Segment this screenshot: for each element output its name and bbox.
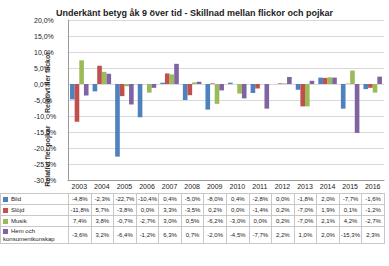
html-text:-1,6%: -1,6% (365, 196, 381, 202)
svg-text:-15,0%: -15,0% (34, 129, 56, 136)
html-text:2,2%: 2,2% (276, 232, 290, 238)
html-text:2,0%: 2,0% (321, 196, 335, 202)
html-text:1,9%: 1,9% (321, 207, 335, 213)
svg-text:2015: 2015 (342, 183, 358, 190)
html-text:2,0%: 2,0% (321, 232, 335, 238)
html-text:2,3%: 2,3% (366, 232, 380, 238)
svg-text:2012: 2012 (275, 183, 291, 190)
svg-text:15,0%: 15,0% (34, 33, 54, 40)
html-text:3,2%: 3,2% (95, 232, 110, 238)
html-text:-0,7%: -0,7% (117, 218, 133, 224)
svg-text:2014: 2014 (320, 183, 336, 190)
svg-text:2013: 2013 (297, 183, 313, 190)
html-text:0,0%: 0,0% (253, 218, 268, 224)
svg-text:-20,0%: -20,0% (34, 145, 56, 152)
html-text:-10,4%: -10,4% (138, 196, 157, 202)
html-text:-4,5%: -4,5% (229, 232, 246, 238)
svg-text:2004: 2004 (94, 183, 110, 190)
svg-text:0,0%: 0,0% (34, 81, 50, 88)
svg-text:2006: 2006 (139, 183, 155, 190)
html-text:-7,7%: -7,7% (252, 232, 269, 238)
html-text:7,4%: 7,4% (72, 218, 87, 224)
html-text:-1,8%: -1,8% (297, 196, 314, 202)
svg-text:20,0%: 20,0% (34, 17, 54, 24)
html-text:5,7%: 5,7% (95, 207, 110, 213)
html-text:3,8%: 3,8% (95, 218, 110, 224)
html-text:Slöjd: Slöjd (11, 207, 25, 213)
svg-text:5,0%: 5,0% (34, 65, 50, 72)
html-text:0,0%: 0,0% (230, 207, 245, 213)
html-text:0,2%: 0,2% (276, 207, 290, 213)
svg-text:-25,0%: -25,0% (34, 161, 56, 168)
html-text:-1,2%: -1,2% (139, 232, 156, 238)
svg-text:Relativt fler flickor: Relativt fler flickor (44, 52, 51, 114)
html-text:-3,6%: -3,6% (71, 232, 88, 238)
html-text:-7,7%: -7,7% (342, 196, 359, 202)
html-text:6,3%: 6,3% (163, 232, 177, 238)
html-text:-3,8%: -3,8% (117, 207, 133, 213)
html-text:-5,0%: -5,0% (184, 196, 201, 202)
svg-text:2010: 2010 (229, 183, 245, 190)
svg-text:2016: 2016 (365, 183, 381, 190)
html-text:Hem och konsumentkunskap: Hem och konsumentkunskap (3, 228, 55, 242)
html-text:0,0%: 0,0% (276, 196, 290, 202)
svg-text:2003: 2003 (71, 183, 87, 190)
html-text:0,2%: 0,2% (208, 207, 222, 213)
html-text:Bild: Bild (11, 196, 21, 202)
html-text:0,5%: 0,5% (185, 218, 200, 224)
html-text:-2,7%: -2,7% (139, 218, 156, 224)
html-text:0,2%: 0,2% (276, 218, 290, 224)
html-text:0,4%: 0,4% (163, 196, 177, 202)
html-text:-7,0%: -7,0% (297, 218, 314, 224)
svg-text:-5,0%: -5,0% (34, 97, 52, 104)
html-text:0,7%: 0,7% (185, 232, 200, 238)
svg-text:-30,0%: -30,0% (34, 177, 56, 184)
html-text:-6,2%: -6,2% (207, 218, 223, 224)
html-text:-3,0%: -3,0% (229, 218, 246, 224)
svg-text:2011: 2011 (252, 183, 267, 190)
html-text:-2,7%: -2,7% (365, 218, 381, 224)
html-text:-8,0%: -8,0% (207, 196, 223, 202)
html-text:Musik: Musik (11, 218, 27, 224)
html-text:2,1%: 2,1% (321, 218, 335, 224)
svg-text:2005: 2005 (117, 183, 133, 190)
html-text:-3,5%: -3,5% (184, 207, 201, 213)
html-text:-15,3%: -15,3% (341, 232, 360, 238)
html-text:3,3%: 3,3% (163, 207, 177, 213)
html-text:-4,8%: -4,8% (71, 196, 88, 202)
svg-text:2008: 2008 (184, 183, 200, 190)
html-text:-1,2%: -1,2% (365, 207, 381, 213)
html-text:0,1%: 0,1% (343, 207, 358, 213)
html-text:0,4%: 0,4% (230, 196, 245, 202)
html-text:1,0%: 1,0% (298, 232, 313, 238)
html-text:-7,0%: -7,0% (297, 207, 314, 213)
svg-text:-10,0%: -10,0% (34, 113, 56, 120)
svg-text:2007: 2007 (162, 183, 178, 190)
html-text:-2,8%: -2,8% (252, 196, 269, 202)
html-text:-2,0%: -2,0% (207, 232, 223, 238)
html-text:-2,3%: -2,3% (94, 196, 111, 202)
svg-text:Underkänt betyg åk 9 över tid: Underkänt betyg åk 9 över tid - Skillnad… (56, 8, 334, 18)
html-text:-11,8%: -11,8% (70, 207, 90, 213)
html-text:3,0%: 3,0% (163, 218, 177, 224)
html-text:4,2%: 4,2% (343, 218, 358, 224)
svg-text:10,0%: 10,0% (34, 49, 54, 56)
svg-text:2009: 2009 (207, 183, 223, 190)
html-text:-22,7%: -22,7% (115, 196, 135, 202)
html-text:-6,4%: -6,4% (117, 232, 133, 238)
html-text:-1,4%: -1,4% (252, 207, 269, 213)
html-text:0,0%: 0,0% (140, 207, 155, 213)
